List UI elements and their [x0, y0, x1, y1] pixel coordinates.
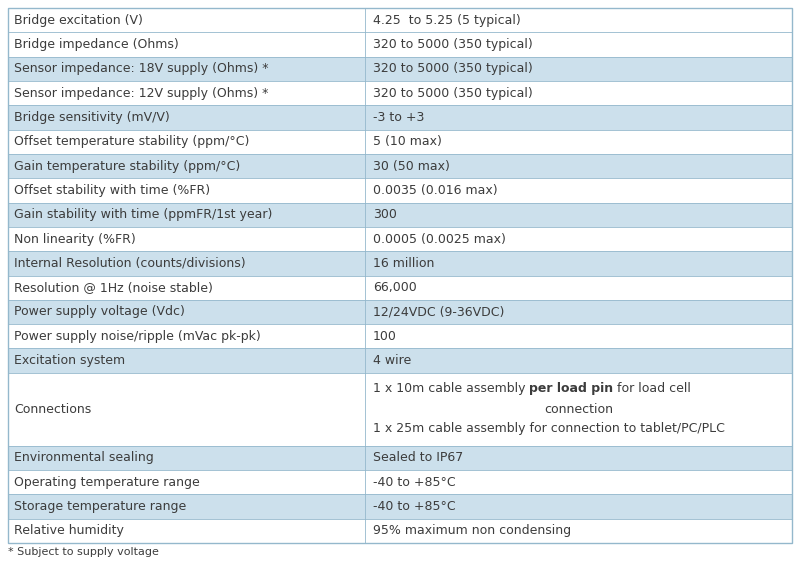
Bar — [8, 373, 792, 446]
Bar — [8, 349, 792, 373]
Text: -3 to +3: -3 to +3 — [373, 111, 424, 124]
Bar — [8, 202, 792, 227]
Text: 320 to 5000 (350 typical): 320 to 5000 (350 typical) — [373, 62, 533, 75]
Text: 30 (50 max): 30 (50 max) — [373, 160, 450, 173]
Text: 4 wire: 4 wire — [373, 354, 411, 367]
Bar — [8, 81, 792, 106]
Bar — [8, 519, 792, 543]
Text: 1 x 10m cable assembly: 1 x 10m cable assembly — [373, 382, 530, 395]
Bar — [8, 494, 792, 519]
Bar — [8, 300, 792, 324]
Text: Bridge excitation (V): Bridge excitation (V) — [14, 13, 143, 27]
Bar — [8, 32, 792, 57]
Text: 1 x 25m cable assembly for connection to tablet/PC/PLC: 1 x 25m cable assembly for connection to… — [373, 422, 725, 435]
Text: Resolution @ 1Hz (noise stable): Resolution @ 1Hz (noise stable) — [14, 281, 213, 294]
Text: 95% maximum non condensing: 95% maximum non condensing — [373, 524, 571, 538]
Text: 320 to 5000 (350 typical): 320 to 5000 (350 typical) — [373, 38, 533, 51]
Bar — [8, 178, 792, 202]
Text: Gain temperature stability (ppm/°C): Gain temperature stability (ppm/°C) — [14, 160, 240, 173]
Text: Offset temperature stability (ppm/°C): Offset temperature stability (ppm/°C) — [14, 135, 250, 148]
Text: * Subject to supply voltage: * Subject to supply voltage — [8, 547, 159, 557]
Text: 12/24VDC (9-36VDC): 12/24VDC (9-36VDC) — [373, 305, 504, 318]
Text: Internal Resolution (counts/divisions): Internal Resolution (counts/divisions) — [14, 257, 246, 270]
Text: Relative humidity: Relative humidity — [14, 524, 124, 538]
Text: Offset stability with time (%FR): Offset stability with time (%FR) — [14, 184, 210, 197]
Bar — [8, 251, 792, 276]
Text: 0.0005 (0.0025 max): 0.0005 (0.0025 max) — [373, 233, 506, 245]
Text: 300: 300 — [373, 208, 397, 221]
Bar — [8, 470, 792, 494]
Text: Power supply voltage (Vdc): Power supply voltage (Vdc) — [14, 305, 185, 318]
Bar — [8, 8, 792, 32]
Bar — [8, 57, 792, 81]
Text: 0.0035 (0.016 max): 0.0035 (0.016 max) — [373, 184, 498, 197]
Text: per load pin: per load pin — [530, 382, 614, 395]
Text: 16 million: 16 million — [373, 257, 434, 270]
Text: Gain stability with time (ppmFR/1st year): Gain stability with time (ppmFR/1st year… — [14, 208, 272, 221]
Text: Power supply noise/ripple (mVac pk-pk): Power supply noise/ripple (mVac pk-pk) — [14, 330, 261, 343]
Text: 320 to 5000 (350 typical): 320 to 5000 (350 typical) — [373, 87, 533, 100]
Bar — [8, 227, 792, 251]
Bar — [8, 106, 792, 129]
Text: Non linearity (%FR): Non linearity (%FR) — [14, 233, 136, 245]
Text: Sensor impedance: 18V supply (Ohms) *: Sensor impedance: 18V supply (Ohms) * — [14, 62, 269, 75]
Text: 100: 100 — [373, 330, 397, 343]
Text: -40 to +85°C: -40 to +85°C — [373, 476, 455, 489]
Text: connection: connection — [544, 403, 613, 416]
Bar — [8, 154, 792, 178]
Text: 66,000: 66,000 — [373, 281, 417, 294]
Bar — [8, 324, 792, 349]
Text: Connections: Connections — [14, 403, 91, 416]
Text: Storage temperature range: Storage temperature range — [14, 500, 186, 513]
Text: -40 to +85°C: -40 to +85°C — [373, 500, 455, 513]
Text: 4.25  to 5.25 (5 typical): 4.25 to 5.25 (5 typical) — [373, 13, 521, 27]
Text: Operating temperature range: Operating temperature range — [14, 476, 200, 489]
Text: 5 (10 max): 5 (10 max) — [373, 135, 442, 148]
Text: Bridge sensitivity (mV/V): Bridge sensitivity (mV/V) — [14, 111, 170, 124]
Text: Bridge impedance (Ohms): Bridge impedance (Ohms) — [14, 38, 178, 51]
Text: Sensor impedance: 12V supply (Ohms) *: Sensor impedance: 12V supply (Ohms) * — [14, 87, 268, 100]
Bar — [8, 276, 792, 300]
Text: Environmental sealing: Environmental sealing — [14, 451, 154, 465]
Text: Sealed to IP67: Sealed to IP67 — [373, 451, 463, 465]
Text: Excitation system: Excitation system — [14, 354, 125, 367]
Bar — [8, 129, 792, 154]
Bar — [8, 446, 792, 470]
Text: for load cell: for load cell — [614, 382, 691, 395]
